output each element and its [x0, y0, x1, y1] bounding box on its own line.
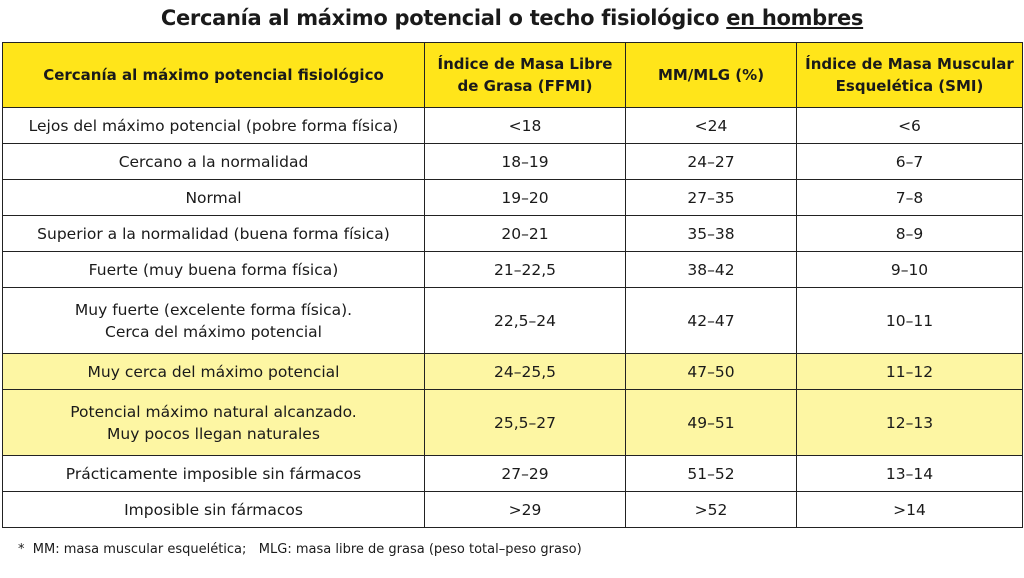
table-cell: Prácticamente imposible sin fármacos: [2, 455, 425, 492]
header-cell: Índice de Masa Libre de Grasa (FFMI): [424, 42, 626, 108]
table-cell: 21–22,5: [424, 251, 626, 288]
table-cell: 9–10: [796, 251, 1023, 288]
table-cell: Normal: [2, 179, 425, 216]
table-cell: <18: [424, 107, 626, 144]
table-cell: 18–19: [424, 143, 626, 180]
table-cell: Potencial máximo natural alcanzado. Muy …: [2, 389, 425, 456]
title-text: Cercanía al máximo potencial o techo fis…: [160, 6, 727, 30]
table-cell: 51–52: [625, 455, 797, 492]
table-cell: Muy cerca del máximo potencial: [2, 353, 425, 390]
table-cell: 42–47: [625, 287, 797, 354]
header-cell: Índice de Masa Muscular Esquelética (SMI…: [796, 42, 1023, 108]
table-cell: 35–38: [625, 215, 797, 252]
table-cell: 24–25,5: [424, 353, 626, 390]
table-row: Lejos del máximo potencial (pobre forma …: [2, 107, 1023, 144]
footnote: * MM: masa muscular esquelética; MLG: ma…: [18, 542, 582, 557]
table-row: Muy cerca del máximo potencial 24–25,5 47–…: [2, 353, 1023, 390]
table: Cercanía al máximo potencial fisiológico…: [2, 42, 1023, 528]
table-cell: 10–11: [796, 287, 1023, 354]
table-cell: 19–20: [424, 179, 626, 216]
table-cell: Superior a la normalidad (buena forma fí…: [2, 215, 425, 252]
table-cell: 27–29: [424, 455, 626, 492]
table-cell: 49–51: [625, 389, 797, 456]
header-cell: Cercanía al máximo potencial fisiológico: [2, 42, 425, 108]
table-cell: Cercano a la normalidad: [2, 143, 425, 180]
table-row: Superior a la normalidad (buena forma fí…: [2, 215, 1023, 252]
table-cell: 11–12: [796, 353, 1023, 390]
table-cell: Fuerte (muy buena forma física): [2, 251, 425, 288]
table-cell: 22,5–24: [424, 287, 626, 354]
table-row: Cercano a la normalidad 18–19 24–27 6–7: [2, 143, 1023, 180]
table-cell: 13–14: [796, 455, 1023, 492]
table-row: Potencial máximo natural alcanzado. Muy …: [2, 389, 1023, 456]
table-body: Lejos del máximo potencial (pobre forma …: [2, 107, 1023, 528]
table-row: Imposible sin fármacos >29 >52 >14: [2, 491, 1023, 528]
table-row: Normal 19–20 27–35 7–8: [2, 179, 1023, 216]
header-row: Cercanía al máximo potencial fisiológico…: [2, 42, 1023, 108]
table-cell: 38–42: [625, 251, 797, 288]
table-cell: 6–7: [796, 143, 1023, 180]
table-cell: Imposible sin fármacos: [2, 491, 425, 528]
table-cell: Lejos del máximo potencial (pobre forma …: [2, 107, 425, 144]
table-cell: >52: [625, 491, 797, 528]
table-cell: 20–21: [424, 215, 626, 252]
table-cell: 7–8: [796, 179, 1023, 216]
title-emphasis: en hombres: [726, 6, 864, 30]
table-row: Fuerte (muy buena forma física) 21–22,5 38…: [2, 251, 1023, 288]
table-cell: >29: [424, 491, 626, 528]
table-cell: 8–9: [796, 215, 1023, 252]
table-cell: 25,5–27: [424, 389, 626, 456]
table-row: Muy fuerte (excelente forma física). Cer…: [2, 287, 1023, 354]
table-cell: <6: [796, 107, 1023, 144]
table-cell: Muy fuerte (excelente forma física). Cer…: [2, 287, 425, 354]
table-cell: 27–35: [625, 179, 797, 216]
table-cell: 47–50: [625, 353, 797, 390]
title: Cercanía al máximo potencial o techo fis…: [0, 6, 1024, 30]
table-cell: <24: [625, 107, 797, 144]
table-row: Prácticamente imposible sin fármacos 27–2…: [2, 455, 1023, 492]
header-cell: MM/MLG (%): [625, 42, 797, 108]
table-cell: 24–27: [625, 143, 797, 180]
table-cell: >14: [796, 491, 1023, 528]
table-cell: 12–13: [796, 389, 1023, 456]
